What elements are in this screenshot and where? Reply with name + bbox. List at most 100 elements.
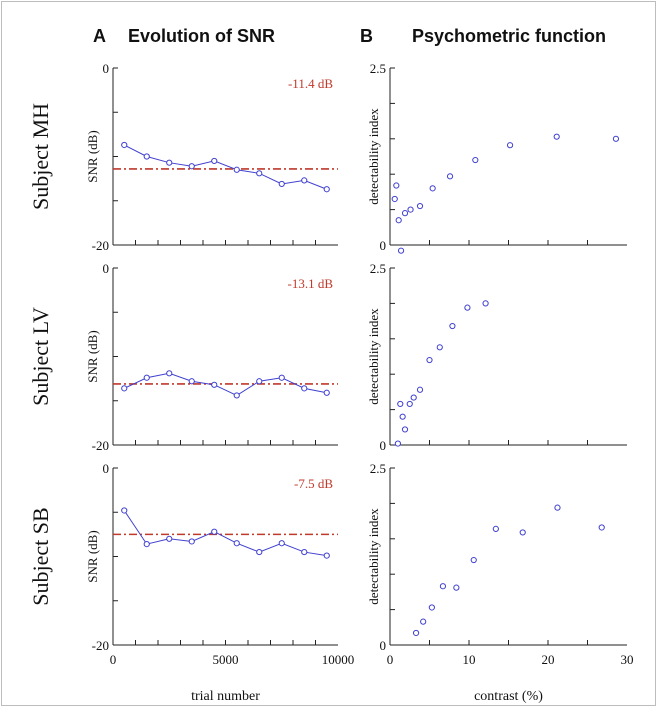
data-point-b-3-4: [453, 584, 460, 591]
data-point-b-2-8: [436, 344, 443, 351]
y-tick-label-bottom-a-2: -20: [92, 438, 109, 453]
data-point-b-2-0: [394, 440, 401, 447]
data-point-a-3-8: [301, 548, 308, 556]
data-point-b-2-7: [426, 356, 433, 364]
y-axis-label-a-2: SNR (dB): [85, 330, 100, 382]
data-point-a-2-8: [301, 385, 308, 392]
data-point-b-1-10: [506, 142, 514, 149]
data-point-b-2-10: [464, 304, 471, 311]
y-tick-label-top-b-1: 2.5: [370, 61, 386, 76]
data-point-b-1-6: [416, 202, 424, 210]
data-point-a-1-2: [166, 159, 173, 166]
data-point-a-2-3: [188, 378, 195, 385]
data-point-b-2-3: [401, 426, 409, 433]
data-point-a-1-1: [143, 153, 150, 160]
data-point-a-2-1: [143, 374, 150, 381]
data-point-a-2-2: [166, 370, 173, 377]
data-point-a-1-9: [323, 186, 330, 193]
panel-letter-b: B: [360, 26, 373, 46]
x-tick-label-b-3-1: 10: [463, 652, 476, 667]
x-tick-label-b-3-0: 0: [387, 652, 394, 667]
y-tick-label-bottom-a-1: -20: [92, 238, 109, 253]
threshold-label-a-1: -11.4 dB: [288, 76, 333, 91]
x-axis-label-b-3: contrast (%): [474, 689, 543, 704]
y-tick-label-bottom-b-1: 0: [380, 238, 387, 253]
data-point-a-3-1: [143, 541, 150, 548]
y-tick-label-top-b-2: 2.5: [370, 261, 386, 276]
y-tick-label-bottom-b-2: 0: [380, 438, 387, 453]
data-point-a-2-4: [211, 381, 218, 388]
data-point-b-3-8: [554, 504, 561, 511]
y-tick-label-top-b-3: 2.5: [370, 461, 386, 476]
y-tick-label-top-a-3: 0: [103, 461, 110, 476]
data-point-b-1-2: [395, 217, 402, 224]
data-point-b-1-8: [446, 173, 454, 180]
y-tick-label-top-a-2: 0: [103, 261, 110, 276]
y-axis-label-b-3: detectability index: [366, 508, 381, 605]
series-line-a-3: [123, 510, 327, 557]
data-point-a-3-6: [256, 548, 263, 556]
x-axis-label-a-3: trial number: [191, 689, 260, 704]
data-point-b-3-2: [428, 604, 435, 611]
data-point-a-3-5: [233, 540, 240, 547]
data-point-a-1-7: [278, 180, 285, 188]
data-point-a-1-8: [301, 177, 308, 184]
data-point-a-3-0: [121, 507, 128, 514]
data-point-b-2-5: [410, 394, 417, 401]
x-tick-label-b-3-2: 20: [542, 652, 555, 667]
row-label-3: Subject SB: [28, 507, 53, 605]
data-point-b-3-1: [420, 618, 427, 625]
data-point-b-3-6: [492, 525, 499, 532]
y-tick-label-bottom-a-3: -20: [92, 638, 109, 653]
data-point-a-1-5: [233, 166, 240, 173]
data-point-a-2-6: [256, 378, 263, 385]
y-axis-label-a-3: SNR (dB): [85, 530, 100, 582]
data-point-b-3-3: [439, 583, 447, 590]
data-point-a-1-6: [256, 170, 263, 177]
data-point-b-1-5: [407, 206, 414, 213]
data-point-b-1-4: [401, 210, 409, 217]
data-point-b-1-3: [397, 247, 405, 254]
data-point-a-1-3: [188, 163, 195, 170]
series-line-a-1: [124, 144, 327, 190]
data-point-a-2-7: [278, 374, 285, 381]
row-label-1: Subject MH: [28, 103, 53, 210]
panel-letter-a: A: [93, 26, 106, 46]
data-point-b-1-12: [612, 135, 620, 142]
data-point-b-2-4: [406, 400, 413, 408]
data-point-b-3-7: [519, 529, 526, 536]
data-point-b-2-2: [399, 413, 406, 420]
data-point-a-3-7: [278, 540, 285, 547]
x-tick-label-a-3-0: 0: [110, 652, 117, 667]
threshold-label-a-3: -7.5 dB: [294, 476, 333, 491]
data-point-b-1-0: [391, 195, 398, 203]
data-point-a-2-5: [233, 392, 240, 399]
data-point-b-2-9: [449, 322, 456, 330]
data-point-b-1-7: [429, 185, 436, 192]
data-point-b-2-11: [482, 300, 489, 307]
data-point-b-3-5: [470, 556, 477, 564]
y-tick-label-top-a-1: 0: [103, 61, 110, 76]
data-point-a-2-9: [323, 389, 330, 396]
y-axis-label-b-1: detectability index: [366, 108, 381, 205]
panel-title-b: Psychometric function: [412, 26, 606, 46]
data-point-a-3-3: [188, 538, 195, 545]
series-line-a-2: [124, 372, 327, 397]
y-tick-label-bottom-b-3: 0: [380, 638, 387, 653]
data-point-b-1-11: [553, 133, 560, 140]
y-axis-label-b-2: detectability index: [366, 308, 381, 405]
data-point-a-3-2: [166, 535, 173, 542]
row-label-2: Subject LV: [28, 307, 53, 406]
data-point-b-1-9: [472, 156, 479, 164]
x-tick-label-b-3-3: 30: [621, 652, 634, 667]
threshold-label-a-2: -13.1 dB: [288, 276, 334, 291]
x-tick-label-a-3-1: 5000: [213, 652, 239, 667]
x-tick-label-a-3-2: 10000: [322, 652, 355, 667]
data-point-a-3-4: [211, 528, 218, 535]
data-point-b-3-9: [598, 524, 605, 531]
data-point-b-1-1: [393, 182, 400, 189]
data-point-b-2-6: [416, 386, 424, 393]
